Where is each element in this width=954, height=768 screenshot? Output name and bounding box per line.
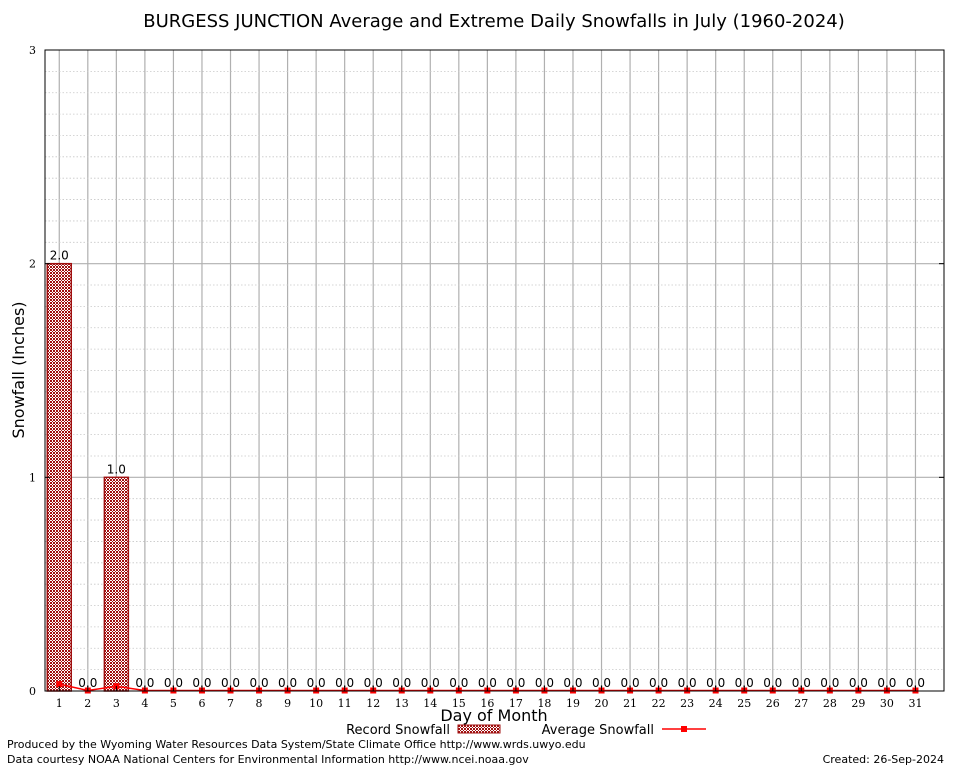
record-value-label-day-5: 0.0 (164, 676, 183, 690)
record-value-label-day-28: 0.0 (820, 676, 839, 690)
record-value-label-day-23: 0.0 (678, 676, 697, 690)
x-tick-label-day-23: 23 (680, 697, 694, 710)
x-axis-label: Day of Month (440, 706, 547, 725)
x-tick-label-day-12: 12 (366, 697, 380, 710)
record-value-label-day-16: 0.0 (478, 676, 497, 690)
record-value-label-day-26: 0.0 (763, 676, 782, 690)
footer-created-date: Created: 26-Sep-2024 (823, 753, 944, 766)
y-tick-label: 3 (29, 44, 36, 57)
record-value-label-day-4: 0.0 (135, 676, 154, 690)
x-tick-label-day-16: 16 (480, 697, 494, 710)
legend-average-label: Average Snowfall (542, 723, 654, 738)
record-value-label-day-10: 0.0 (307, 676, 326, 690)
y-tick-label: 2 (29, 258, 36, 271)
record-value-label-day-6: 0.0 (192, 676, 211, 690)
record-value-label-day-11: 0.0 (335, 676, 354, 690)
record-value-label-day-9: 0.0 (278, 676, 297, 690)
record-value-label-day-31: 0.0 (906, 676, 925, 690)
x-tick-label-day-4: 4 (141, 697, 148, 710)
x-tick-label-day-26: 26 (766, 697, 780, 710)
x-tick-label-day-22: 22 (652, 697, 666, 710)
record-value-label-day-29: 0.0 (849, 676, 868, 690)
record-value-label-day-25: 0.0 (735, 676, 754, 690)
legend: Record Snowfall Average Snowfall (346, 723, 706, 738)
y-tick-label: 1 (29, 471, 36, 484)
record-value-label-day-30: 0.0 (877, 676, 896, 690)
x-tick-label-day-20: 20 (595, 697, 609, 710)
x-tick-label-day-19: 19 (566, 697, 580, 710)
footer-data-courtesy: Data courtesy NOAA National Centers for … (7, 753, 529, 766)
record-value-label-day-20: 0.0 (592, 676, 611, 690)
record-value-label-day-1: 2.0 (50, 249, 69, 263)
legend-average-marker (681, 726, 687, 732)
x-tick-label-day-10: 10 (309, 697, 323, 710)
grid (45, 50, 944, 691)
x-tick-label-day-15: 15 (452, 697, 466, 710)
x-tick-label-day-11: 11 (338, 697, 352, 710)
record-value-label-day-7: 0.0 (221, 676, 240, 690)
y-axis-label: Snowfall (Inches) (9, 301, 28, 438)
record-value-label-day-19: 0.0 (563, 676, 582, 690)
x-tick-label-day-24: 24 (709, 697, 723, 710)
y-tick-label: 0 (29, 685, 36, 698)
record-value-label-day-24: 0.0 (706, 676, 725, 690)
x-tick-label-day-25: 25 (737, 697, 751, 710)
x-tick-label-day-31: 31 (908, 697, 922, 710)
plot-frame (44, 49, 945, 692)
record-value-label-day-15: 0.0 (449, 676, 468, 690)
record-value-label-day-21: 0.0 (621, 676, 640, 690)
x-tick-label-day-7: 7 (227, 697, 234, 710)
record-bar-day-1 (46, 262, 73, 692)
x-tick-label-day-3: 3 (113, 697, 120, 710)
x-tick-label-day-17: 17 (509, 697, 523, 710)
x-tick-label-day-8: 8 (256, 697, 263, 710)
x-tick-label-day-18: 18 (537, 697, 551, 710)
record-value-label-day-12: 0.0 (364, 676, 383, 690)
record-value-label-day-17: 0.0 (506, 676, 525, 690)
x-tick-label-day-6: 6 (198, 697, 205, 710)
legend-record-label: Record Snowfall (346, 723, 450, 738)
record-value-label-day-18: 0.0 (535, 676, 554, 690)
chart-title: BURGESS JUNCTION Average and Extreme Dai… (143, 11, 845, 32)
record-value-label-day-8: 0.0 (250, 676, 269, 690)
record-value-label-day-27: 0.0 (792, 676, 811, 690)
x-tick-label-day-29: 29 (851, 697, 865, 710)
record-value-label-day-22: 0.0 (649, 676, 668, 690)
average-point-day-1 (56, 681, 63, 688)
record-value-label-day-2: 0.0 (78, 676, 97, 690)
legend-record-swatch (457, 724, 501, 734)
record-value-label-day-13: 0.0 (392, 676, 411, 690)
x-tick-label-day-2: 2 (84, 697, 91, 710)
footer-produced-by: Produced by the Wyoming Water Resources … (7, 738, 586, 751)
record-value-label-day-14: 0.0 (421, 676, 440, 690)
x-tick-label-day-21: 21 (623, 697, 637, 710)
x-tick-label-day-9: 9 (284, 697, 291, 710)
x-tick-label-day-5: 5 (170, 697, 177, 710)
record-bar-day-3 (103, 476, 130, 692)
x-tick-label-day-30: 30 (880, 697, 894, 710)
x-tick-label-day-1: 1 (56, 697, 63, 710)
x-tick-label-day-14: 14 (423, 697, 437, 710)
x-tick-label-day-28: 28 (823, 697, 837, 710)
record-value-label-day-3: 1.0 (107, 462, 126, 476)
x-tick-label-day-27: 27 (794, 697, 808, 710)
x-tick-label-day-13: 13 (395, 697, 409, 710)
bar-labels-group: 2.0 0.0 1.0 0.0 0.0 0.0 0.0 0.0 0.0 0.0 0.0 0.0 0.0 0… (50, 249, 925, 690)
